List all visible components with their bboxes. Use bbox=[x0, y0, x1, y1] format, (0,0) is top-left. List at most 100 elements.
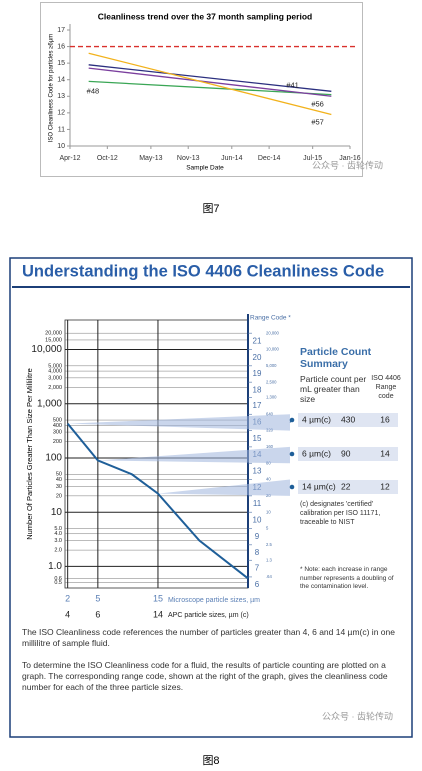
range-boundary-label: 10,000 bbox=[266, 347, 279, 352]
x-axis-label: Microscope particle sizes, µm bbox=[168, 597, 260, 604]
watermark: 公众号 · 齿轮传动 bbox=[322, 710, 393, 721]
series-line bbox=[88, 64, 332, 92]
x-tick-label: Dec-14 bbox=[258, 155, 281, 162]
y-tick-label: 500 bbox=[53, 418, 62, 424]
range-code: 15 bbox=[253, 434, 262, 443]
highlight-band bbox=[67, 414, 290, 431]
y-tick-label: 50 bbox=[56, 472, 62, 478]
note: * Note: each increase in range number re… bbox=[300, 566, 394, 590]
range-boundary-label: 10 bbox=[266, 509, 271, 514]
caption: 图7 bbox=[202, 202, 219, 215]
y-tick-label: 4.0 bbox=[54, 531, 62, 537]
x-tick-label: Nov-13 bbox=[177, 155, 200, 162]
y-tick-label: 100 bbox=[45, 453, 62, 464]
y-tick-label: 200 bbox=[53, 439, 62, 445]
summary-row-bg bbox=[298, 413, 398, 427]
y-tick-label: 3,000 bbox=[48, 375, 62, 381]
y-tick-label: 16 bbox=[57, 43, 65, 50]
x2-tick-label: 6 bbox=[95, 609, 100, 619]
series-line bbox=[88, 67, 332, 97]
highlight-band bbox=[157, 479, 290, 496]
range-code: 8 bbox=[255, 548, 260, 557]
x-tick-label: Jul-15 bbox=[303, 155, 322, 162]
y-tick-label: 0.6 bbox=[54, 576, 62, 582]
x2-axis-label: APC particle sizes, µm (c) bbox=[168, 612, 249, 619]
y-tick-label: 1,000 bbox=[37, 398, 62, 409]
chart-title: Cleanliness trend over the 37 month samp… bbox=[98, 11, 312, 21]
y-tick-label: 5.0 bbox=[54, 526, 62, 532]
range-code: 17 bbox=[253, 401, 262, 410]
range-code: 13 bbox=[253, 466, 262, 475]
connector-dot bbox=[289, 451, 295, 457]
summary-row-bg bbox=[298, 447, 398, 461]
summary-size: 6 µm(c) bbox=[302, 448, 331, 458]
y-tick-label: 14 bbox=[57, 77, 65, 84]
range-boundary-label: 640 bbox=[266, 411, 274, 416]
series-label: #41 bbox=[286, 80, 299, 89]
x-tick-label: Apr-12 bbox=[59, 155, 80, 162]
range-boundary-label: 2,500 bbox=[266, 379, 277, 384]
y-axis-label: ISO Cleanliness Code for particles ≥6µm bbox=[49, 34, 55, 142]
range-boundary-label: 160 bbox=[266, 444, 274, 449]
range-code: 18 bbox=[253, 385, 262, 394]
y-tick-label: 10 bbox=[57, 143, 65, 150]
count-curve bbox=[66, 422, 249, 580]
x-tick-label: 15 bbox=[153, 593, 163, 603]
y-tick-label: 11 bbox=[58, 126, 65, 133]
y-tick-label: 5,000 bbox=[48, 363, 62, 369]
highlight-band bbox=[97, 446, 290, 464]
range-code: 6 bbox=[255, 580, 260, 589]
y-tick-label: 10,000 bbox=[31, 344, 62, 355]
range-code: 7 bbox=[255, 564, 260, 573]
range-boundary-label: 320 bbox=[266, 428, 274, 433]
x-tick-label: 5 bbox=[95, 593, 100, 603]
y-tick-label: 2,000 bbox=[48, 385, 62, 391]
summary-row-bg bbox=[298, 480, 398, 494]
series-label: #57 bbox=[311, 117, 324, 126]
range-boundary-label: .64 bbox=[266, 574, 272, 579]
y-tick-label: 20,000 bbox=[45, 331, 62, 337]
range-code: 19 bbox=[253, 369, 262, 378]
range-code: 11 bbox=[253, 499, 262, 508]
summary-count: 90 bbox=[341, 448, 351, 458]
summary-code: 14 bbox=[380, 448, 390, 458]
x2-tick-label: 14 bbox=[153, 609, 163, 619]
x-tick-label: May-13 bbox=[139, 155, 162, 162]
series-line bbox=[88, 80, 332, 96]
summary-size: 4 µm(c) bbox=[302, 414, 331, 424]
paragraph: The ISO Cleanliness code references the … bbox=[22, 627, 395, 648]
y-tick-label: 30 bbox=[56, 484, 62, 490]
range-boundary-label: 5 bbox=[266, 526, 269, 531]
figure8-title: Understanding the ISO 4406 Cleanliness C… bbox=[22, 262, 384, 280]
connector-dot bbox=[289, 417, 295, 423]
range-code: 20 bbox=[253, 353, 262, 362]
y-tick-label: 10 bbox=[51, 507, 63, 518]
range-code: 10 bbox=[253, 515, 262, 524]
summary-code: 16 bbox=[380, 414, 390, 424]
y-tick-label: 17 bbox=[57, 27, 65, 34]
caption: 图8 bbox=[202, 754, 219, 767]
x-axis-label: Sample Date bbox=[186, 165, 224, 172]
paragraph: To determine the ISO Cleanliness code fo… bbox=[22, 660, 388, 692]
range-boundary-label: 1.3 bbox=[266, 557, 272, 562]
y-tick-label: 4,000 bbox=[48, 369, 62, 375]
x-tick-label: Jun-14 bbox=[221, 155, 243, 162]
y-tick-label: 0.5 bbox=[54, 580, 62, 586]
x-tick-label: Jan-16 bbox=[339, 155, 361, 162]
range-code: 21 bbox=[253, 336, 262, 345]
summary-title: Particle Count Summary bbox=[300, 346, 372, 370]
y-tick-label: 1.0 bbox=[48, 561, 62, 572]
range-boundary-label: 2.5 bbox=[266, 542, 272, 547]
range-code-title: Range Code * bbox=[250, 315, 291, 322]
x-tick-label: 2 bbox=[65, 593, 70, 603]
y-tick-label: 12 bbox=[57, 110, 65, 117]
range-boundary-label: 5,000 bbox=[266, 363, 277, 368]
summary-count: 22 bbox=[341, 481, 351, 491]
note: (c) designates 'certified' calibration p… bbox=[300, 501, 381, 526]
range-boundary-label: 20,000 bbox=[266, 330, 279, 335]
y-tick-label: 13 bbox=[57, 93, 65, 100]
series-label: #56 bbox=[311, 99, 324, 108]
x-tick-label: Oct-12 bbox=[97, 155, 118, 162]
